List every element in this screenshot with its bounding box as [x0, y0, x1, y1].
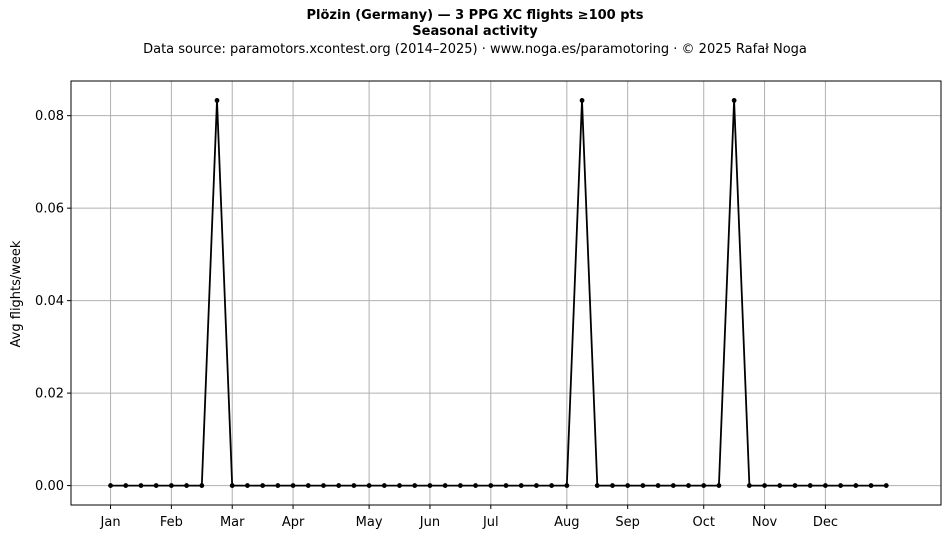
data-point: [488, 483, 494, 488]
data-point: [518, 483, 524, 488]
data-point: [427, 483, 433, 488]
data-point: [336, 483, 342, 488]
data-point: [123, 483, 129, 488]
data-point: [199, 483, 205, 488]
data-point: [381, 483, 387, 488]
data-point: [792, 483, 798, 488]
y-tick-label: 0.06: [35, 202, 64, 217]
data-point: [245, 483, 250, 488]
data-point: [351, 483, 357, 488]
x-tick-label: Jun: [419, 515, 440, 530]
chart-title: Plözin (Germany) — 3 PPG XC flights ≥100…: [306, 8, 644, 23]
data-point: [594, 483, 600, 488]
data-point: [184, 483, 189, 488]
data-point: [868, 483, 874, 488]
data-point: [442, 483, 448, 488]
series-layer: [108, 98, 889, 488]
data-point: [777, 483, 783, 488]
x-tick-label: Mar: [220, 515, 245, 530]
data-point: [823, 483, 828, 488]
x-tick-label: Jan: [100, 515, 121, 530]
data-point: [731, 98, 737, 103]
data-point: [807, 483, 813, 488]
data-point: [473, 483, 478, 488]
data-point: [716, 483, 722, 488]
data-point: [108, 483, 113, 488]
data-point: [838, 483, 844, 488]
data-point: [397, 483, 402, 488]
data-point: [229, 483, 235, 488]
data-point: [260, 483, 266, 488]
x-tick-label: Sep: [615, 515, 640, 530]
data-point: [655, 483, 661, 488]
y-tick-label: 0.08: [35, 109, 64, 124]
data-point: [883, 483, 889, 488]
y-tick-label: 0.00: [35, 479, 64, 494]
data-point: [214, 98, 220, 103]
x-tick-label: Aug: [554, 515, 579, 530]
data-point: [549, 483, 555, 488]
data-point: [762, 483, 767, 488]
data-point: [579, 98, 585, 103]
data-point: [610, 483, 615, 488]
x-tick-label: Oct: [692, 515, 714, 530]
x-tick-label: Nov: [752, 515, 778, 530]
data-point: [457, 483, 463, 488]
data-point: [640, 483, 646, 488]
data-point: [686, 483, 691, 488]
y-tick-label: 0.02: [35, 387, 64, 402]
x-tick-label: May: [356, 515, 383, 530]
y-axis-label: Avg flights/week: [9, 240, 24, 347]
series-line: [110, 99, 887, 487]
data-point: [138, 483, 144, 488]
plot-frame: [70, 80, 942, 506]
data-point: [305, 483, 311, 488]
x-tick-label: Jul: [482, 515, 499, 530]
axis-layer: Jan Feb Mar Apr May Jun Jul Aug Sep Oct Nov Dec 0.00…: [35, 109, 838, 530]
data-point: [275, 483, 281, 488]
data-point: [746, 483, 752, 488]
data-point: [290, 483, 296, 488]
data-point: [670, 483, 676, 488]
chart-subtitle: Seasonal activity: [412, 24, 538, 39]
data-point: [564, 483, 570, 488]
data-point: [153, 483, 159, 488]
data-point: [321, 483, 326, 488]
grid-layer: [71, 81, 941, 505]
data-point: [366, 483, 372, 488]
data-point: [168, 483, 174, 488]
x-tick-label: Dec: [813, 515, 838, 530]
data-point: [534, 483, 539, 488]
data-point: [701, 483, 707, 488]
x-tick-label: Feb: [160, 515, 183, 530]
data-point: [412, 483, 418, 488]
source-note: Data source: paramotors.xcontest.org (20…: [143, 42, 807, 57]
data-point: [503, 483, 509, 488]
data-point: [625, 483, 631, 488]
data-point: [853, 483, 859, 488]
chart-title-block: Plözin (Germany) — 3 PPG XC flights ≥100…: [0, 8, 950, 59]
y-tick-label: 0.04: [35, 294, 64, 309]
x-tick-label: Apr: [282, 515, 305, 530]
